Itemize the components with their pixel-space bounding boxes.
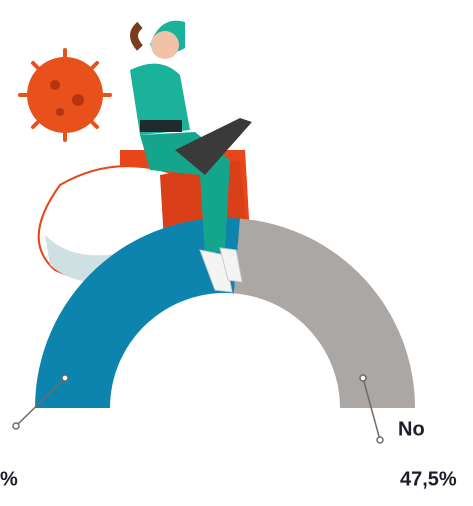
virus-illustration	[18, 48, 112, 142]
value-label: %	[0, 468, 18, 490]
category-label: No	[398, 418, 425, 440]
leader-lines	[12, 374, 384, 444]
value-label: 47,5%	[400, 468, 457, 490]
half-donut-chart	[35, 218, 415, 408]
donut-segment	[234, 218, 415, 408]
donut-segment	[35, 218, 240, 408]
person-illustration	[130, 20, 252, 293]
